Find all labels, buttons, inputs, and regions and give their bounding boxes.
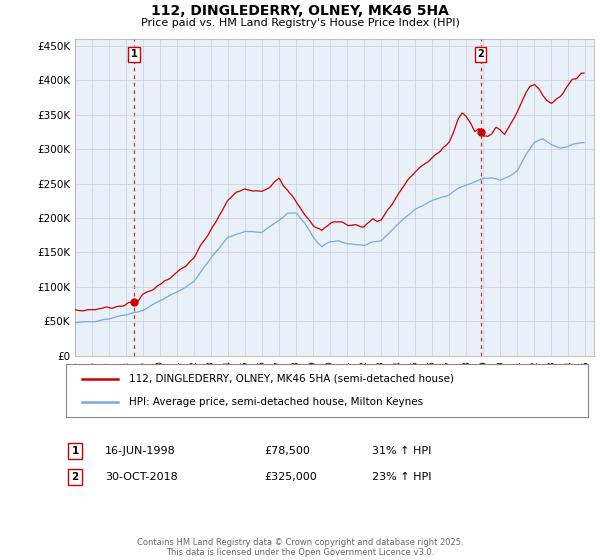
Text: 112, DINGLEDERRY, OLNEY, MK46 5HA (semi-detached house): 112, DINGLEDERRY, OLNEY, MK46 5HA (semi-… [128, 374, 454, 384]
Text: 31% ↑ HPI: 31% ↑ HPI [372, 446, 431, 456]
Text: 1: 1 [131, 49, 137, 59]
Text: Price paid vs. HM Land Registry's House Price Index (HPI): Price paid vs. HM Land Registry's House … [140, 18, 460, 28]
Text: 1: 1 [71, 446, 79, 456]
Text: 16-JUN-1998: 16-JUN-1998 [105, 446, 176, 456]
Text: 2: 2 [71, 472, 79, 482]
Text: £325,000: £325,000 [264, 472, 317, 482]
Text: 23% ↑ HPI: 23% ↑ HPI [372, 472, 431, 482]
Text: 112, DINGLEDERRY, OLNEY, MK46 5HA: 112, DINGLEDERRY, OLNEY, MK46 5HA [151, 4, 449, 18]
Text: 30-OCT-2018: 30-OCT-2018 [105, 472, 178, 482]
Text: 2: 2 [477, 49, 484, 59]
Text: Contains HM Land Registry data © Crown copyright and database right 2025.
This d: Contains HM Land Registry data © Crown c… [137, 538, 463, 557]
Text: £78,500: £78,500 [264, 446, 310, 456]
Text: HPI: Average price, semi-detached house, Milton Keynes: HPI: Average price, semi-detached house,… [128, 397, 423, 407]
